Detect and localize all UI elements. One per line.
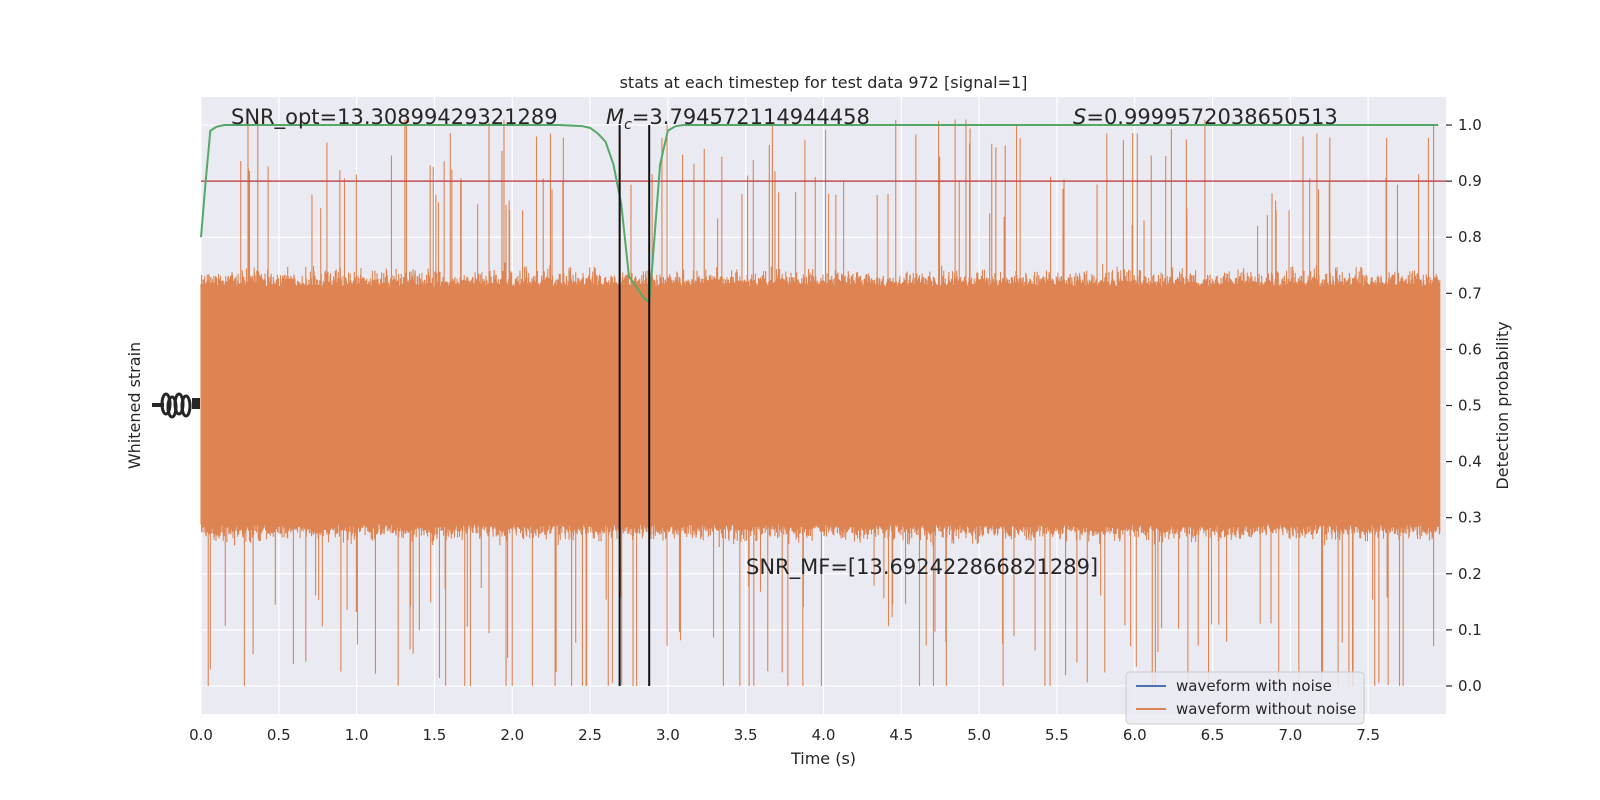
annotation-chirp-mass: Mc=3.794572114944458 <box>606 105 870 133</box>
annotation-snr-mf: SNR_MF=[13.69242286682128​9] <box>746 555 1098 580</box>
right-axis-ticks: 0.0 0.1 0.2 0.3 0.4 0.5 0.6 0.7 0.8 0.9 1.0 <box>1446 116 1482 695</box>
vertical-markers <box>618 125 651 686</box>
annotation-snr-opt: SNR_opt=13.30899429321289 <box>231 105 558 130</box>
x-tick-label: 3.5 <box>734 726 758 744</box>
chirp-mass-subscript: c <box>624 117 632 133</box>
x-axis-ticks: 0.0 0.5 1.0 1.5 2.0 2.5 3.0 3.5 4.0 4.5 5.0 5.5 6.0 6… <box>189 726 1380 744</box>
s-value: =0.9999572038650513 <box>1086 105 1337 129</box>
y-tick-label: 0.4 <box>1458 453 1482 471</box>
x-tick-label: 2.0 <box>500 726 524 744</box>
chart-title: stats at each timestep for test data 972… <box>620 73 1028 92</box>
waveform-without-noise-line <box>200 119 1441 686</box>
x-tick-label: 3.0 <box>656 726 680 744</box>
series-waveform-without-noise <box>200 119 1441 686</box>
x-tick-label: 7.0 <box>1278 726 1302 744</box>
left-tick-glyph <box>160 392 172 416</box>
legend: waveform with noise waveform without noi… <box>1125 671 1365 725</box>
y-axis-label-left: Whitened strain <box>125 342 144 469</box>
y-tick-label: 0.9 <box>1458 172 1482 190</box>
chirp-mass-value: =3.794572114944458 <box>632 105 870 129</box>
legend-entry-waveform-with-noise: waveform with noise <box>1176 677 1332 695</box>
y-tick-label: 0.7 <box>1458 284 1482 302</box>
s-symbol: S <box>1073 105 1086 129</box>
x-tick-label: 2.5 <box>578 726 602 744</box>
y-axis-label-right: Detection probability <box>1493 321 1512 489</box>
annotation-s: S=0.9999572038650513 <box>1073 105 1338 129</box>
x-tick-label: 5.5 <box>1045 726 1069 744</box>
y-tick-label: 0.1 <box>1458 621 1482 639</box>
y-tick-label: 0.3 <box>1458 509 1482 527</box>
y-tick-label: 0.5 <box>1458 397 1482 415</box>
x-tick-label: 7.5 <box>1356 726 1380 744</box>
left-tick-glyph <box>180 394 192 418</box>
legend-box <box>1125 671 1365 725</box>
left-tick-mark <box>152 403 164 407</box>
x-tick-label: 1.0 <box>345 726 369 744</box>
y-tick-label: 0.8 <box>1458 228 1482 246</box>
y-tick-label: 0.0 <box>1458 677 1482 695</box>
y-tick-label: 0.6 <box>1458 340 1482 358</box>
x-tick-label: 6.0 <box>1123 726 1147 744</box>
x-tick-label: 6.5 <box>1201 726 1225 744</box>
x-tick-label: 4.0 <box>812 726 836 744</box>
x-tick-label: 0.0 <box>189 726 213 744</box>
y-tick-label: 1.0 <box>1458 116 1482 134</box>
y-tick-label: 0.2 <box>1458 565 1482 583</box>
chirp-mass-symbol: M <box>606 105 624 129</box>
left-axis-tick-labels <box>152 392 200 419</box>
left-tick-mark <box>192 398 200 409</box>
x-axis-label: Time (s) <box>790 749 856 768</box>
legend-entry-waveform-without-noise: waveform without noise <box>1176 700 1356 718</box>
x-tick-label: 4.5 <box>889 726 913 744</box>
x-tick-label: 0.5 <box>267 726 291 744</box>
x-tick-label: 5.0 <box>967 726 991 744</box>
x-tick-label: 1.5 <box>423 726 447 744</box>
series-detection-probability <box>200 124 1439 304</box>
